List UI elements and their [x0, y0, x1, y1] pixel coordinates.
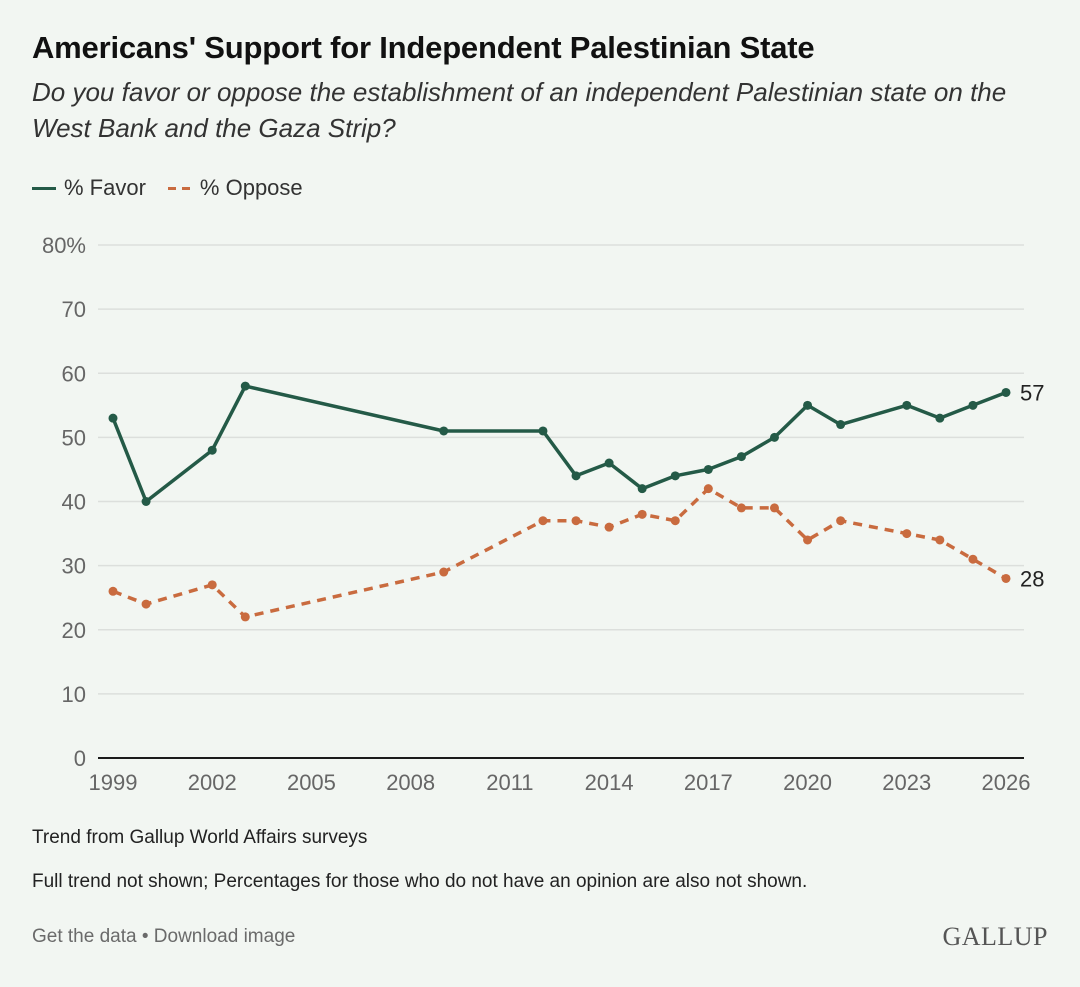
x-tick-label: 2011 [486, 770, 533, 795]
data-point-oppose [736, 503, 746, 513]
y-tick-label: 40 [62, 490, 86, 515]
data-point-favor [108, 413, 118, 423]
y-tick-label: 50 [62, 425, 86, 450]
data-point-oppose [935, 535, 945, 545]
data-point-favor [637, 484, 647, 494]
chart-subtitle: Do you favor or oppose the establishment… [32, 77, 1007, 143]
line-chart: 0 10 20 30 40 50 60 70 80% 1999 2002 2005 2008 2011 20… [42, 233, 1045, 795]
x-tick-label: 1999 [89, 770, 138, 795]
y-tick-label: 60 [62, 361, 86, 386]
y-tick-label: 70 [62, 297, 86, 322]
data-point-favor [439, 426, 449, 436]
data-point-oppose [604, 522, 614, 532]
data-point-oppose [670, 516, 680, 526]
get-data-link[interactable]: Get the data [32, 926, 137, 947]
data-point-oppose [108, 586, 118, 596]
data-point-favor [968, 400, 978, 410]
data-point-favor [935, 413, 945, 423]
data-point-favor [207, 445, 217, 455]
series-line-favor [111, 384, 1008, 504]
x-tick-label: 2005 [287, 770, 336, 795]
data-point-favor [571, 471, 581, 481]
data-point-oppose [803, 535, 813, 545]
data-point-oppose [637, 509, 647, 519]
x-tick-label: 2017 [684, 770, 733, 795]
y-tick-label: 10 [62, 682, 86, 707]
data-point-favor [736, 452, 746, 462]
legend-item-oppose: % Oppose [167, 175, 303, 201]
data-point-oppose [902, 529, 912, 539]
gallup-logo: GALLUP [942, 922, 1048, 951]
legend-swatch-favor [32, 186, 56, 190]
x-tick-label: 2020 [783, 770, 832, 795]
y-tick-label: 20 [62, 618, 86, 643]
footer-links: Get the data • Download image [32, 926, 295, 948]
legend-label-favor: % Favor [64, 175, 146, 200]
data-point-favor [902, 400, 912, 410]
end-label-favor: 57 [1020, 380, 1044, 405]
download-image-link[interactable]: Download image [153, 926, 296, 947]
data-point-favor [769, 432, 779, 442]
data-point-favor [240, 381, 250, 391]
y-tick-label: 0 [74, 746, 86, 771]
x-tick-label: 2023 [882, 770, 931, 795]
legend: % Favor % Oppose [32, 175, 325, 201]
x-tick-label: 2014 [585, 770, 634, 795]
data-point-oppose [240, 612, 250, 622]
x-tick-label: 2008 [386, 770, 435, 795]
data-point-oppose [703, 484, 713, 494]
data-point-oppose [968, 554, 978, 564]
data-point-oppose [769, 503, 779, 513]
data-point-oppose [571, 516, 581, 526]
x-tick-label: 2002 [188, 770, 237, 795]
link-separator: • [141, 926, 149, 947]
data-point-oppose [836, 516, 846, 526]
y-tick-label: 30 [62, 554, 86, 579]
data-point-favor [141, 497, 151, 506]
legend-item-favor: % Favor [32, 175, 146, 201]
data-point-favor [836, 420, 846, 430]
data-point-favor [703, 464, 713, 474]
legend-swatch-oppose [167, 186, 192, 190]
data-point-favor [1001, 387, 1011, 397]
footnote: Full trend not shown; Percentages for th… [32, 871, 808, 892]
data-point-oppose [439, 567, 449, 577]
data-point-favor [604, 458, 614, 468]
legend-label-oppose: % Oppose [199, 175, 303, 200]
series-line-oppose [112, 486, 1007, 619]
data-point-oppose [1001, 573, 1011, 583]
data-point-favor [670, 471, 680, 481]
end-label-oppose: 28 [1020, 566, 1044, 591]
chart-title: Americans' Support for Independent Pales… [32, 30, 815, 65]
data-point-oppose [538, 516, 548, 526]
data-point-favor [803, 400, 813, 410]
source-note: Trend from Gallup World Affairs surveys [32, 827, 368, 848]
y-tick-label: 80% [42, 233, 86, 258]
data-point-oppose [141, 599, 151, 609]
data-point-favor [538, 426, 548, 436]
x-tick-label: 2026 [982, 770, 1031, 795]
data-point-oppose [207, 580, 217, 590]
